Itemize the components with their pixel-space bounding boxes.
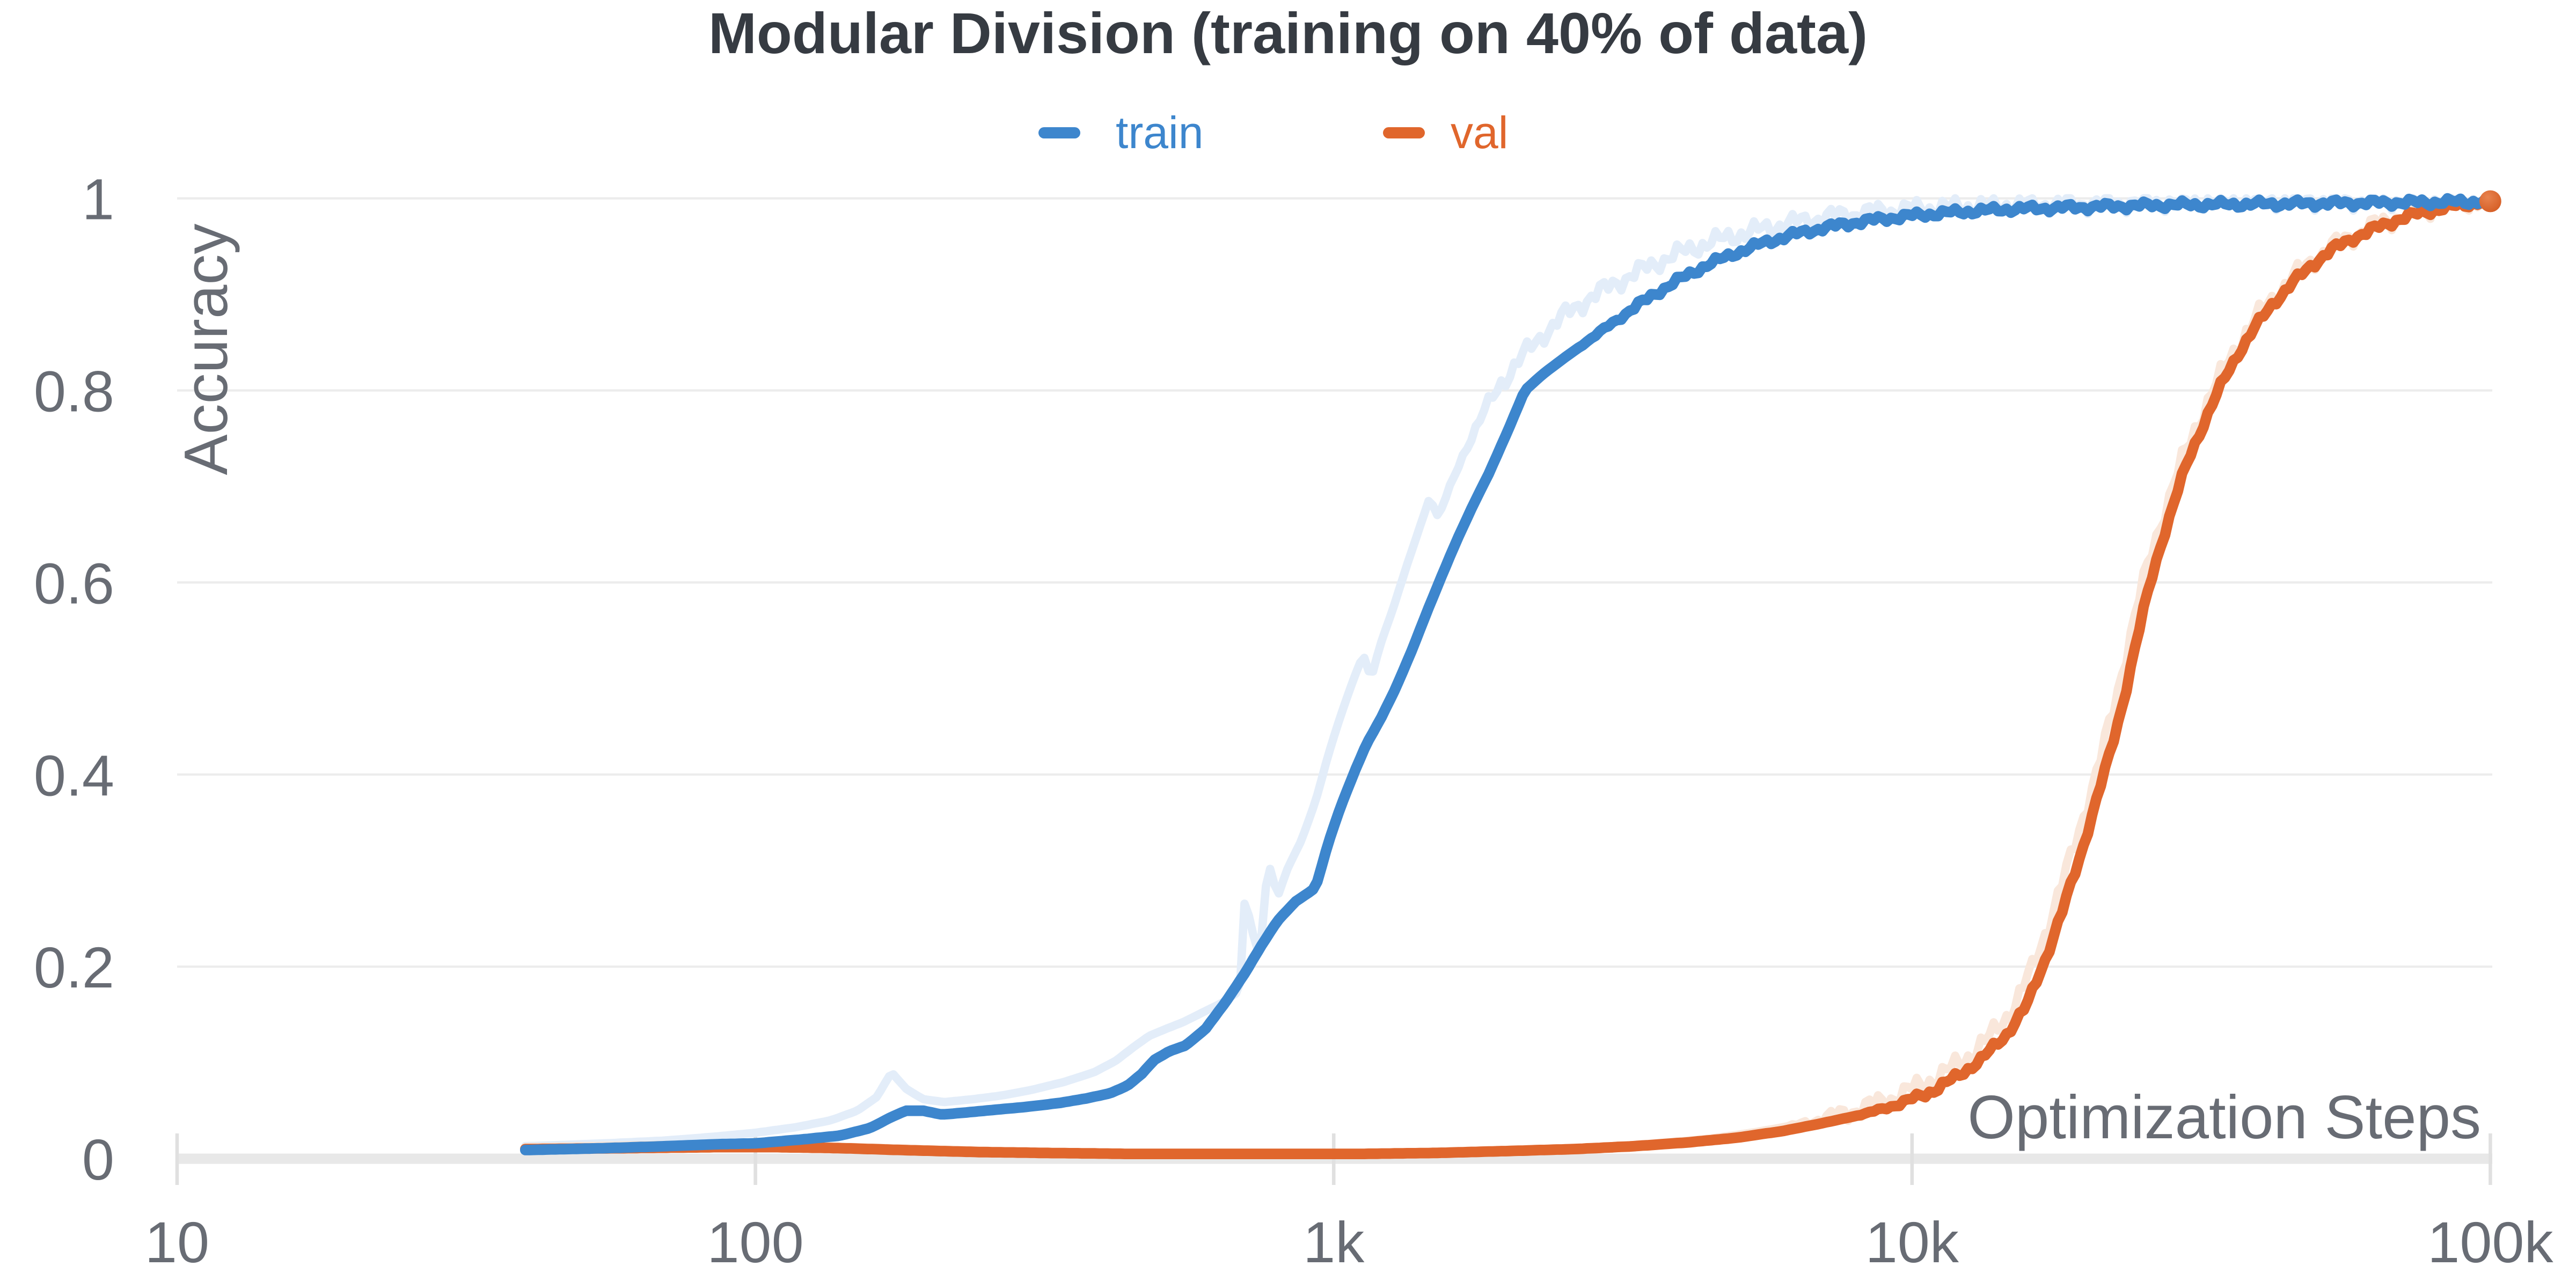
y-tick-label: 0.2 <box>34 935 114 1000</box>
gridlines <box>175 197 2492 1185</box>
tick-labels: 0 0.2 0.4 0.6 0.8 1 10 100 1k 10k 100k <box>34 167 2554 1275</box>
x-axis-title: Optimization Steps <box>1967 1084 2481 1152</box>
x-tick-label: 100k <box>2427 1210 2553 1275</box>
legend: train val <box>1038 107 1508 158</box>
y-tick-label: 0.6 <box>34 551 114 616</box>
train-raw-curve <box>521 194 2495 1151</box>
y-axis-title: Accuracy <box>172 224 240 475</box>
train-curve <box>520 193 2496 1155</box>
y-tick-label: 1 <box>82 167 114 232</box>
legend-swatch-val-icon[interactable] <box>1383 127 1425 138</box>
x-tick-label: 10k <box>1865 1210 1959 1275</box>
data-series <box>520 190 2501 1160</box>
y-tick-label: 0 <box>82 1127 114 1192</box>
val-raw-curve <box>521 194 2495 1158</box>
legend-swatch-train-icon[interactable] <box>1038 127 1080 138</box>
y-tick-label: 0.8 <box>34 359 114 424</box>
legend-label-val[interactable]: val <box>1451 107 1508 158</box>
legend-item-train[interactable]: train <box>1038 107 1203 158</box>
legend-label-train[interactable]: train <box>1116 107 1203 158</box>
val-curve <box>520 193 2496 1160</box>
x-tick-label: 100 <box>707 1210 803 1275</box>
x-tick-label: 10 <box>145 1210 209 1275</box>
chart-title: Modular Division (training on 40% of dat… <box>708 1 1868 65</box>
legend-item-val[interactable]: val <box>1383 107 1508 158</box>
y-tick-label: 0.4 <box>34 743 114 808</box>
x-tick-label: 1k <box>1303 1210 1365 1275</box>
val-end-dot <box>2479 190 2501 213</box>
